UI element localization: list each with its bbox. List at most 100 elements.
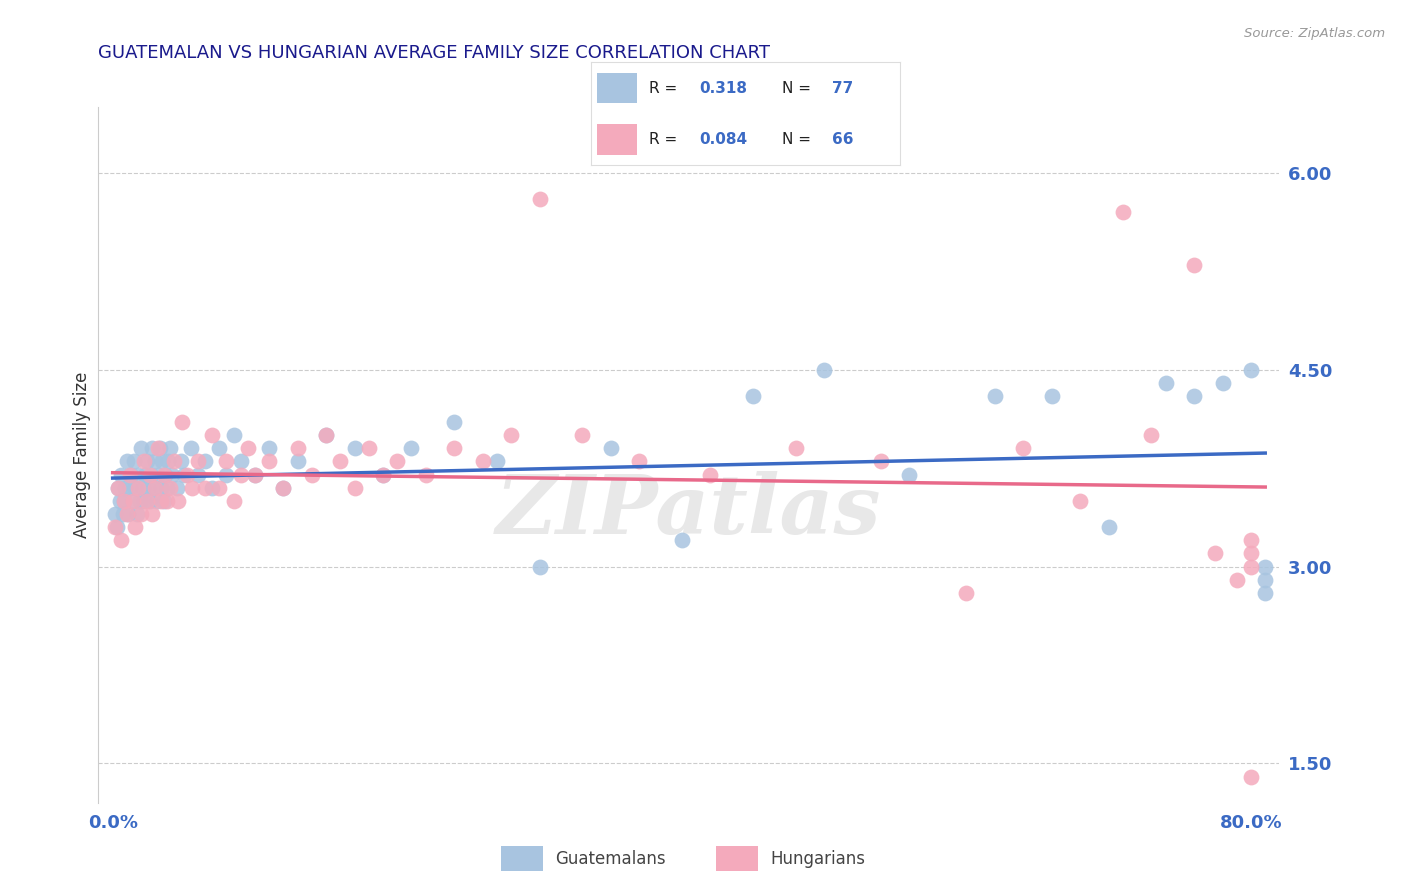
Point bbox=[129, 442, 152, 456]
Point bbox=[153, 467, 176, 482]
Point bbox=[1212, 376, 1234, 390]
Point bbox=[163, 454, 186, 468]
Point bbox=[671, 533, 693, 548]
Point bbox=[104, 507, 127, 521]
Point bbox=[529, 559, 551, 574]
Point bbox=[315, 428, 337, 442]
Point bbox=[156, 481, 179, 495]
Text: 66: 66 bbox=[832, 132, 853, 147]
Point bbox=[124, 520, 146, 534]
Point bbox=[329, 454, 352, 468]
Point bbox=[1140, 428, 1163, 442]
Point bbox=[138, 467, 160, 482]
Point bbox=[141, 507, 163, 521]
Point bbox=[1240, 546, 1263, 560]
Point bbox=[143, 454, 166, 468]
Point bbox=[371, 467, 394, 482]
Point bbox=[139, 467, 162, 482]
Point bbox=[138, 494, 160, 508]
Point bbox=[111, 507, 134, 521]
Point bbox=[1240, 362, 1263, 376]
Point bbox=[149, 442, 172, 456]
Point bbox=[110, 467, 132, 482]
Text: R =: R = bbox=[650, 80, 678, 95]
Point bbox=[132, 494, 155, 508]
Point bbox=[1069, 494, 1091, 508]
Point bbox=[145, 494, 167, 508]
Point bbox=[208, 481, 231, 495]
Point bbox=[1182, 258, 1205, 272]
Point bbox=[115, 454, 138, 468]
Point bbox=[222, 494, 245, 508]
Point bbox=[127, 467, 149, 482]
Point bbox=[229, 454, 252, 468]
Point bbox=[443, 415, 465, 429]
Point bbox=[1226, 573, 1249, 587]
Point bbox=[215, 454, 238, 468]
Point bbox=[112, 494, 135, 508]
Point bbox=[112, 494, 135, 508]
Point bbox=[1254, 586, 1277, 600]
Point bbox=[135, 494, 157, 508]
Point bbox=[148, 467, 170, 482]
Point bbox=[742, 389, 765, 403]
Point bbox=[124, 481, 146, 495]
Point bbox=[371, 467, 394, 482]
Bar bbox=[596, 124, 637, 155]
Point bbox=[125, 507, 148, 521]
Point bbox=[150, 494, 173, 508]
Point bbox=[162, 467, 184, 482]
Point bbox=[117, 507, 139, 521]
Point bbox=[159, 442, 181, 456]
Point bbox=[152, 454, 174, 468]
Point bbox=[118, 481, 141, 495]
Point bbox=[105, 520, 128, 534]
Point bbox=[813, 362, 835, 376]
Text: 77: 77 bbox=[832, 80, 853, 95]
Point bbox=[387, 454, 409, 468]
Point bbox=[1204, 546, 1226, 560]
Point bbox=[1254, 559, 1277, 574]
Point bbox=[215, 467, 238, 482]
Text: R =: R = bbox=[650, 132, 678, 147]
Point bbox=[1240, 559, 1263, 574]
Point bbox=[131, 481, 153, 495]
Point bbox=[1098, 520, 1121, 534]
Point bbox=[236, 442, 259, 456]
Point bbox=[128, 494, 150, 508]
Point bbox=[132, 454, 155, 468]
Point bbox=[357, 442, 380, 456]
Point bbox=[257, 454, 280, 468]
Point bbox=[343, 442, 366, 456]
Y-axis label: Average Family Size: Average Family Size bbox=[73, 372, 91, 538]
Point bbox=[273, 481, 295, 495]
Point bbox=[173, 467, 195, 482]
Text: GUATEMALAN VS HUNGARIAN AVERAGE FAMILY SIZE CORRELATION CHART: GUATEMALAN VS HUNGARIAN AVERAGE FAMILY S… bbox=[98, 45, 770, 62]
Bar bbox=[501, 847, 543, 871]
Point bbox=[115, 507, 138, 521]
Point bbox=[287, 442, 309, 456]
Point bbox=[194, 481, 217, 495]
Point bbox=[499, 428, 522, 442]
Point bbox=[121, 494, 143, 508]
Point bbox=[201, 481, 224, 495]
Point bbox=[222, 428, 245, 442]
Point bbox=[187, 454, 209, 468]
Point bbox=[955, 586, 977, 600]
Point bbox=[1154, 376, 1177, 390]
Point bbox=[180, 442, 202, 456]
Point bbox=[142, 481, 165, 495]
Text: Hungarians: Hungarians bbox=[770, 849, 866, 868]
Point bbox=[166, 481, 188, 495]
Point bbox=[167, 494, 190, 508]
Point bbox=[870, 454, 893, 468]
Point bbox=[159, 481, 181, 495]
Point bbox=[194, 454, 217, 468]
Point bbox=[571, 428, 593, 442]
Point bbox=[104, 520, 127, 534]
Point bbox=[143, 481, 166, 495]
Point bbox=[155, 467, 177, 482]
Point bbox=[415, 467, 437, 482]
Point bbox=[243, 467, 266, 482]
Point bbox=[108, 494, 131, 508]
